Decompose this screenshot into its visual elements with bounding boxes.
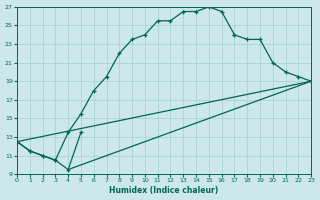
X-axis label: Humidex (Indice chaleur): Humidex (Indice chaleur) [109,186,219,195]
